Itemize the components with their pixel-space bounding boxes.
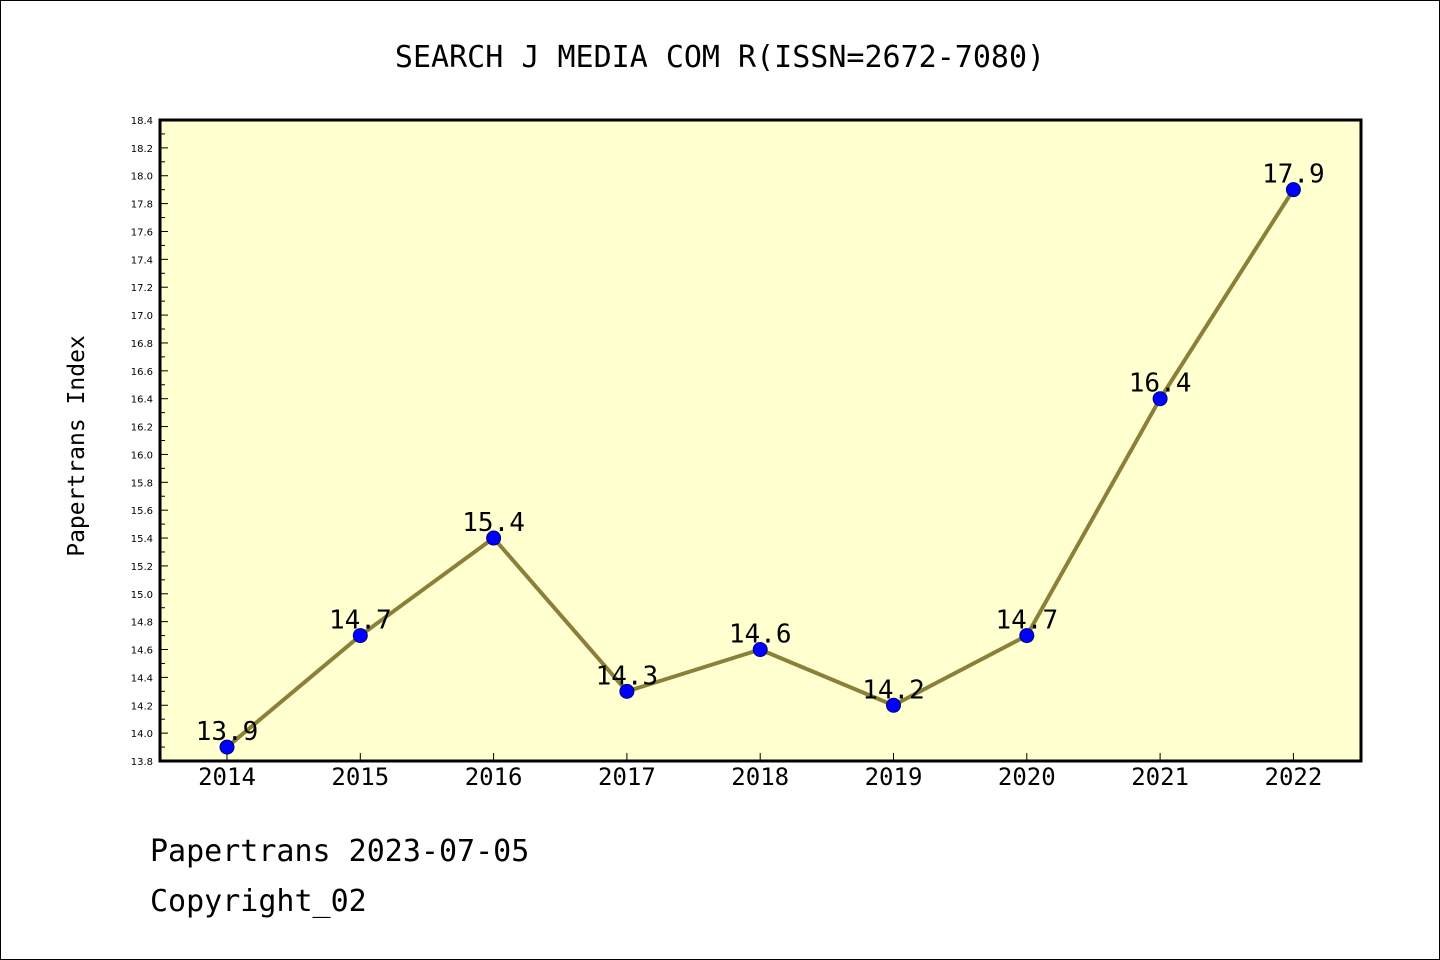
data-value-label: 14.2 bbox=[862, 675, 925, 705]
y-tick-label: 18.0 bbox=[131, 172, 153, 183]
data-value-label: 13.9 bbox=[196, 717, 259, 747]
y-tick-label: 16.0 bbox=[131, 450, 153, 461]
plot-border bbox=[158, 118, 1363, 763]
x-tick-label: 2022 bbox=[1265, 763, 1323, 791]
data-point-marker bbox=[752, 642, 768, 658]
series-group: 13.9 14.7 15.4 14.3 14.6 14.2 14.7 16.4 17.9 bbox=[196, 160, 1325, 755]
data-point-marker bbox=[1285, 182, 1301, 198]
footer-copyright-line: Copyright_02 bbox=[150, 884, 367, 919]
y-tick-label: 17.8 bbox=[131, 200, 153, 211]
y-tick-label: 16.8 bbox=[131, 339, 153, 350]
y-axis-ticks: 13.8 14.0 14.2 14.4 14.6 14.8 15.0 15.2 15.4 15.6… bbox=[131, 116, 168, 768]
x-tick-label: 2018 bbox=[731, 763, 789, 791]
x-tick-label: 2021 bbox=[1131, 763, 1189, 791]
x-tick-label: 2017 bbox=[598, 763, 656, 791]
x-tick-label: 2014 bbox=[198, 763, 256, 791]
x-tick-label: 2020 bbox=[998, 763, 1056, 791]
data-value-label: 14.7 bbox=[329, 606, 392, 636]
x-tick-label: 2015 bbox=[331, 763, 389, 791]
y-tick-label: 16.4 bbox=[131, 395, 153, 406]
y-tick-label: 16.2 bbox=[131, 423, 153, 434]
y-tick-label: 15.8 bbox=[131, 478, 153, 489]
x-tick-label: 2016 bbox=[465, 763, 523, 791]
y-tick-label: 17.6 bbox=[131, 227, 153, 238]
data-value-label: 14.7 bbox=[995, 606, 1058, 636]
y-tick-label: 15.4 bbox=[131, 534, 153, 545]
footer-date-line: Papertrans 2023-07-05 bbox=[150, 834, 530, 869]
plot-area bbox=[160, 120, 1361, 761]
y-tick-label: 14.0 bbox=[131, 729, 153, 740]
y-tick-label: 14.2 bbox=[131, 701, 153, 712]
y-tick-label: 18.4 bbox=[131, 116, 153, 127]
data-value-label: 14.6 bbox=[729, 620, 792, 650]
data-point-marker bbox=[1019, 628, 1035, 644]
data-value-label: 15.4 bbox=[462, 508, 525, 538]
data-point-marker bbox=[886, 697, 901, 713]
y-tick-label: 13.8 bbox=[131, 757, 153, 768]
y-tick-label: 14.8 bbox=[131, 618, 153, 629]
data-point-marker bbox=[1152, 391, 1168, 407]
x-tick-label: 2019 bbox=[865, 763, 923, 791]
data-point-marker bbox=[352, 628, 368, 644]
y-tick-label: 17.2 bbox=[131, 283, 153, 294]
data-point-marker bbox=[219, 739, 235, 755]
y-tick-label: 18.2 bbox=[131, 144, 153, 155]
y-tick-label: 15.2 bbox=[131, 562, 153, 573]
y-tick-label: 14.4 bbox=[131, 673, 153, 684]
y-tick-label: 17.4 bbox=[131, 255, 153, 266]
y-tick-label: 15.0 bbox=[131, 590, 153, 601]
data-value-label: 17.9 bbox=[1262, 160, 1325, 190]
x-axis-ticks: 2014 2015 2016 2017 2018 2019 2020 2021 2022 bbox=[198, 753, 1322, 791]
y-tick-label: 16.6 bbox=[131, 367, 153, 378]
data-value-label: 16.4 bbox=[1129, 369, 1192, 399]
data-value-label: 14.3 bbox=[596, 661, 659, 691]
y-axis-label: Papertrans Index bbox=[64, 335, 90, 557]
data-point-marker bbox=[619, 683, 635, 699]
y-tick-label: 15.6 bbox=[131, 506, 153, 517]
chart-title: SEARCH J MEDIA COM R(ISSN=2672-7080) bbox=[395, 40, 1045, 75]
y-tick-label: 14.6 bbox=[131, 646, 153, 657]
data-point-marker bbox=[486, 530, 502, 546]
y-tick-label: 17.0 bbox=[131, 311, 153, 322]
